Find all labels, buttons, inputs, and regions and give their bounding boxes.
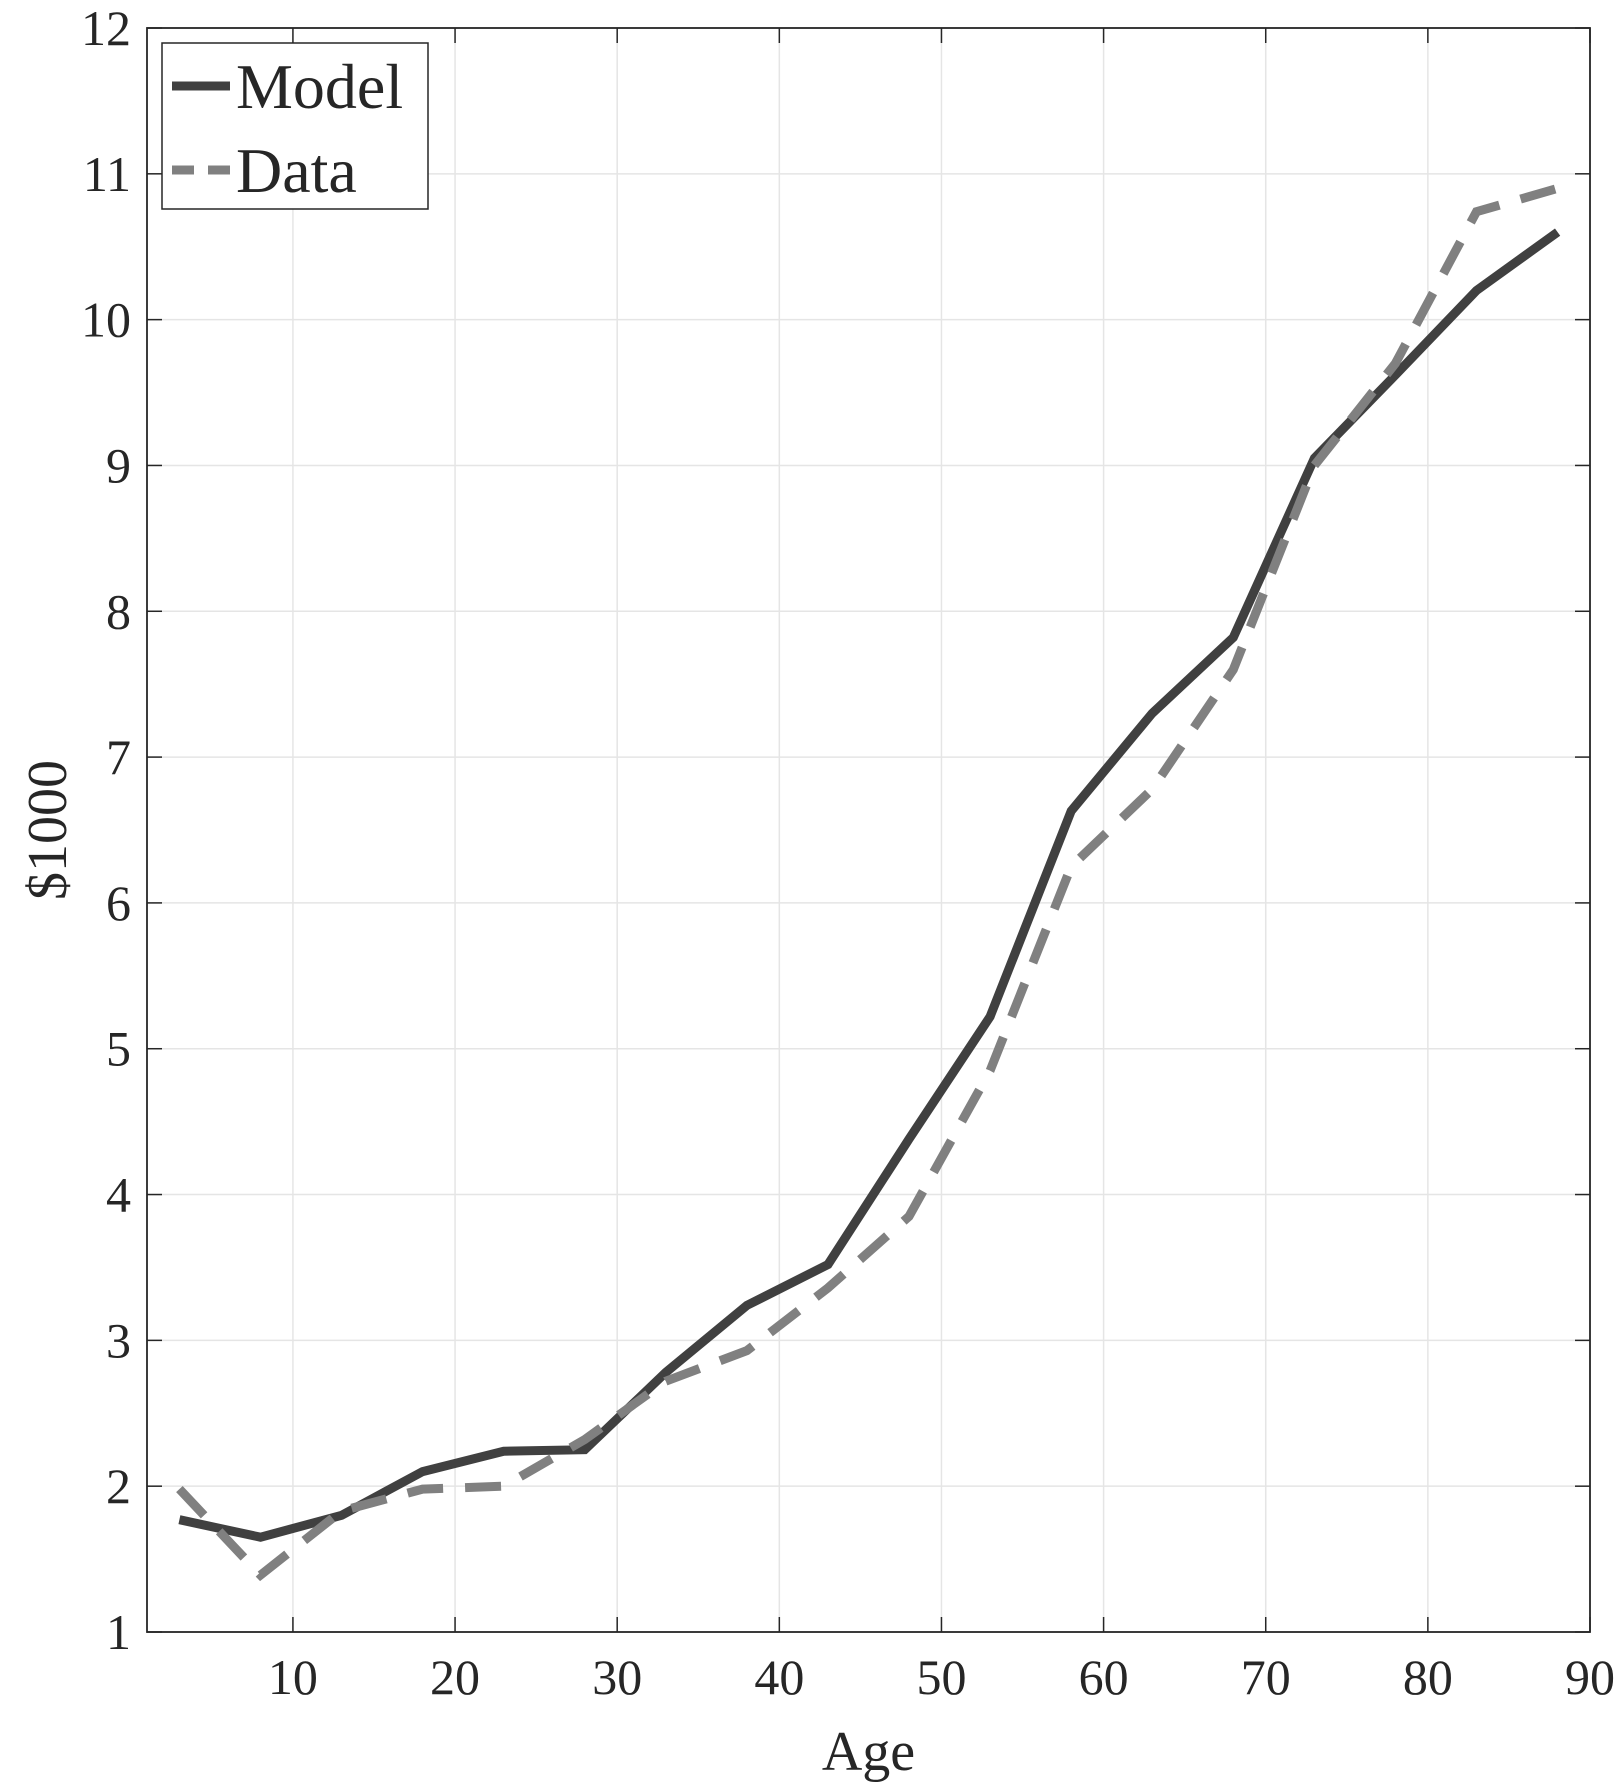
legend-label-data: Data [236, 135, 357, 206]
y-axis-label: $1000 [17, 760, 79, 900]
plot-lines [176, 184, 1561, 1582]
y-tick-label: 12 [81, 0, 131, 56]
y-tick-label: 11 [83, 146, 131, 202]
legend: Model Data [161, 42, 429, 210]
x-tick-label: 80 [1403, 1649, 1453, 1705]
x-tick-label: 50 [916, 1649, 966, 1705]
plot-frame [146, 27, 1591, 1633]
grid [147, 27, 1591, 1633]
axis-ticks [147, 27, 1591, 1633]
y-tick-label: 6 [106, 875, 131, 931]
x-tick-label: 70 [1241, 1649, 1291, 1705]
x-axis-label: Age [822, 1721, 915, 1783]
x-tick-label: 20 [430, 1649, 480, 1705]
legend-label-model: Model [236, 51, 403, 122]
y-tick-label: 7 [106, 729, 131, 785]
x-tick-label: 30 [592, 1649, 642, 1705]
x-tick-label: 90 [1565, 1649, 1615, 1705]
x-tick-label: 10 [268, 1649, 318, 1705]
x-tick-label: 40 [754, 1649, 804, 1705]
series-line-model [178, 228, 1561, 1542]
series-line-data [176, 184, 1559, 1582]
y-tick-label: 1 [106, 1604, 131, 1660]
x-tick-label: 60 [1079, 1649, 1129, 1705]
y-tick-label: 2 [106, 1458, 131, 1514]
y-tick-label: 5 [106, 1021, 131, 1077]
x-axis-tick-labels: 10 20 30 40 50 60 70 80 90 [268, 1649, 1615, 1705]
y-tick-label: 9 [106, 437, 131, 493]
y-tick-label: 4 [106, 1167, 131, 1223]
y-tick-label: 10 [81, 292, 131, 348]
legend-box [161, 42, 429, 210]
y-tick-label: 8 [106, 583, 131, 639]
y-tick-label: 3 [106, 1312, 131, 1368]
